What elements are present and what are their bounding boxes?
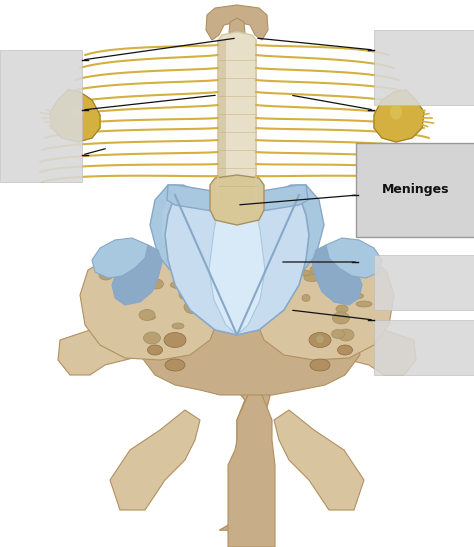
Ellipse shape bbox=[147, 345, 163, 355]
Polygon shape bbox=[254, 250, 394, 360]
Ellipse shape bbox=[304, 275, 320, 282]
Polygon shape bbox=[140, 294, 360, 395]
Polygon shape bbox=[374, 90, 424, 142]
FancyBboxPatch shape bbox=[356, 143, 474, 237]
Ellipse shape bbox=[148, 279, 164, 289]
Polygon shape bbox=[162, 195, 205, 270]
Ellipse shape bbox=[309, 333, 331, 347]
Ellipse shape bbox=[139, 310, 155, 321]
Polygon shape bbox=[110, 410, 200, 510]
Ellipse shape bbox=[310, 359, 330, 371]
Ellipse shape bbox=[186, 281, 194, 289]
Ellipse shape bbox=[72, 104, 84, 119]
Ellipse shape bbox=[171, 282, 185, 288]
Ellipse shape bbox=[172, 323, 184, 329]
Ellipse shape bbox=[142, 277, 156, 285]
Polygon shape bbox=[218, 32, 256, 212]
Polygon shape bbox=[165, 190, 237, 335]
Ellipse shape bbox=[338, 329, 354, 341]
Ellipse shape bbox=[316, 335, 325, 344]
Ellipse shape bbox=[165, 359, 185, 371]
Polygon shape bbox=[167, 185, 308, 215]
Polygon shape bbox=[312, 245, 362, 305]
Ellipse shape bbox=[337, 345, 353, 355]
Ellipse shape bbox=[295, 270, 311, 276]
Polygon shape bbox=[274, 410, 364, 510]
Polygon shape bbox=[92, 238, 148, 278]
Polygon shape bbox=[228, 380, 275, 547]
Ellipse shape bbox=[310, 265, 326, 275]
Polygon shape bbox=[274, 330, 416, 375]
Polygon shape bbox=[218, 40, 226, 200]
Polygon shape bbox=[50, 90, 100, 142]
Ellipse shape bbox=[322, 279, 337, 289]
Ellipse shape bbox=[356, 301, 372, 307]
FancyBboxPatch shape bbox=[374, 255, 474, 310]
Polygon shape bbox=[262, 185, 324, 275]
Polygon shape bbox=[220, 355, 280, 530]
Text: Meninges: Meninges bbox=[382, 183, 450, 196]
FancyBboxPatch shape bbox=[374, 30, 474, 105]
Ellipse shape bbox=[302, 294, 310, 301]
Polygon shape bbox=[206, 5, 268, 40]
Ellipse shape bbox=[336, 305, 348, 313]
Polygon shape bbox=[326, 238, 382, 278]
Polygon shape bbox=[58, 330, 200, 375]
Ellipse shape bbox=[390, 104, 402, 119]
Ellipse shape bbox=[331, 329, 345, 339]
FancyBboxPatch shape bbox=[0, 50, 82, 182]
Polygon shape bbox=[237, 190, 309, 335]
Ellipse shape bbox=[332, 312, 349, 324]
Ellipse shape bbox=[99, 270, 113, 280]
Ellipse shape bbox=[186, 276, 200, 288]
Polygon shape bbox=[112, 245, 162, 305]
Polygon shape bbox=[150, 185, 212, 275]
Polygon shape bbox=[209, 200, 265, 335]
Ellipse shape bbox=[184, 300, 200, 313]
FancyBboxPatch shape bbox=[374, 320, 474, 375]
Polygon shape bbox=[210, 175, 264, 225]
Ellipse shape bbox=[179, 289, 187, 299]
Ellipse shape bbox=[348, 293, 364, 299]
Polygon shape bbox=[80, 250, 220, 360]
Ellipse shape bbox=[143, 314, 155, 320]
Ellipse shape bbox=[164, 333, 186, 347]
Polygon shape bbox=[228, 18, 246, 50]
Ellipse shape bbox=[144, 332, 161, 344]
